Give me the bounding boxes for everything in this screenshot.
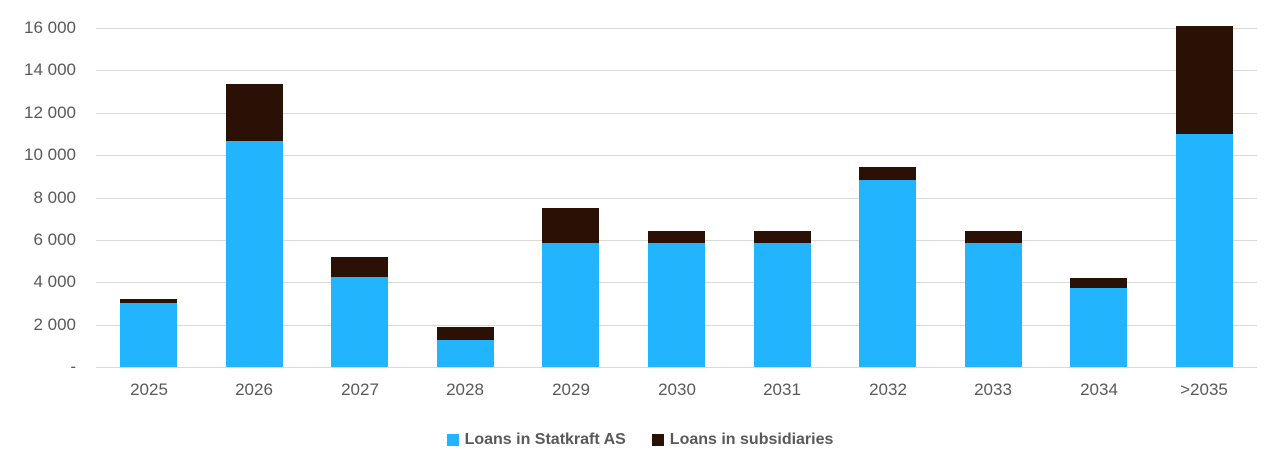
x-axis-tick-label: 2030 [658,380,696,399]
bar-segment-subsidiaries-2025 [120,299,177,303]
bar-segment-statkraft-2030 [648,243,705,367]
gridline [96,198,1257,199]
y-axis-tick-label: 8 000 [33,188,76,207]
x-axis-tick-label: 2033 [974,380,1012,399]
gridline [96,113,1257,114]
bar-segment-subsidiaries-2030 [648,231,705,243]
legend-label: Loans in subsidiaries [669,431,834,448]
bar-segment-statkraft-2026 [226,141,283,367]
x-axis-tick-label: 2031 [763,380,801,399]
bar-segment-statkraft-2034 [1070,288,1127,367]
y-axis-tick-label: 4 000 [33,272,76,291]
bar-segment-statkraft-2031 [754,243,811,367]
bar-segment-statkraft-2032 [859,179,916,367]
legend: Loans in Statkraft AS Loans in subsidiari… [0,429,1280,451]
x-axis-tick-label: 2029 [552,380,590,399]
bar-segment-subsidiaries->2035 [1176,26,1233,134]
bar-segment-subsidiaries-2032 [859,167,916,180]
y-axis-tick-label: 2 000 [33,315,76,334]
x-axis-tick-label: 2027 [341,380,379,399]
x-axis-tick-label: 2026 [235,380,273,399]
bar-segment-subsidiaries-2026 [226,84,283,141]
x-axis-tick-label: >2035 [1180,380,1228,399]
y-axis-tick-label: - [70,357,76,376]
bar-segment-statkraft-2028 [437,339,494,367]
legend-item-subsidiaries: Loans in subsidiaries [651,431,834,449]
legend-label: Loans in Statkraft AS [464,431,626,448]
bar-segment-subsidiaries-2027 [331,257,388,277]
gridline [96,155,1257,156]
y-axis-tick-label: 14 000 [24,60,76,79]
y-axis-tick-label: 16 000 [24,18,76,37]
x-axis-tick-label: 2032 [869,380,907,399]
gridline [96,367,1257,368]
bar-segment-statkraft-2025 [120,303,177,367]
legend-item-statkraft: Loans in Statkraft AS [446,431,626,449]
bar-segment-statkraft-2029 [542,243,599,367]
bar-segment-subsidiaries-2034 [1070,278,1127,288]
x-axis-tick-label: 2025 [130,380,168,399]
bar-segment-subsidiaries-2028 [437,327,494,340]
bar-segment-statkraft->2035 [1176,134,1233,367]
bar-segment-subsidiaries-2031 [754,231,811,243]
gridline [96,70,1257,71]
bar-segment-statkraft-2033 [965,243,1022,367]
bar-segment-statkraft-2027 [331,277,388,367]
bar-segment-subsidiaries-2033 [965,231,1022,243]
bar-segment-subsidiaries-2029 [542,208,599,243]
y-axis-tick-label: 10 000 [24,145,76,164]
y-axis-tick-label: 6 000 [33,230,76,249]
legend-swatch-icon [651,434,664,446]
x-axis-tick-label: 2028 [446,380,484,399]
y-axis-tick-label: 12 000 [24,103,76,122]
legend-swatch-icon [446,434,459,446]
x-axis-tick-label: 2034 [1080,380,1118,399]
gridline [96,28,1257,29]
